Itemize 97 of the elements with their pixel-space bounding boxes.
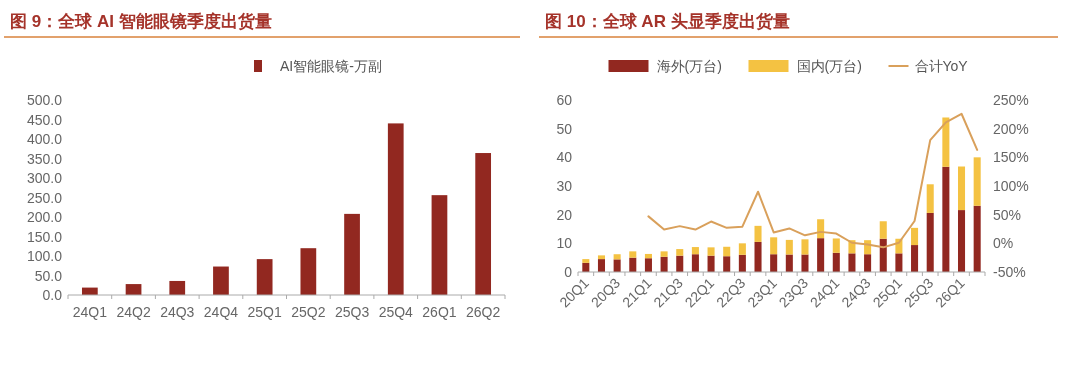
bar	[431, 195, 448, 295]
y-tick-label: 30	[556, 178, 573, 194]
x-tick-label: 25Q3	[334, 304, 370, 320]
chart-title: 图 10：全球 AR 头显季度出货量	[545, 12, 790, 31]
bar	[770, 237, 778, 255]
legend-label: 海外(万台)	[656, 58, 722, 74]
x-tick-label: 26Q2	[466, 304, 501, 320]
bar	[973, 157, 981, 206]
bar	[169, 280, 186, 295]
bar	[387, 123, 404, 295]
y2-tick-label: 150%	[993, 149, 1029, 166]
y-tick-label: 60	[556, 92, 573, 108]
bar	[707, 255, 715, 272]
bar	[213, 266, 229, 295]
y-tick-label: 400.0	[26, 131, 63, 147]
bar	[644, 253, 652, 259]
y-tick-label: 0	[564, 264, 573, 280]
bar	[691, 247, 699, 255]
bar	[879, 221, 887, 239]
x-tick-label: 25Q4	[378, 304, 414, 320]
bar	[754, 241, 762, 272]
y-tick-label: 250.0	[26, 189, 63, 206]
y-tick-label: 200.0	[26, 209, 63, 225]
bar	[660, 256, 668, 272]
bar	[613, 259, 621, 272]
bar	[738, 243, 746, 255]
legend-label: 国内(万台)	[796, 58, 862, 74]
bar	[973, 205, 981, 272]
y2-tick-label: 200%	[993, 120, 1029, 137]
bar	[644, 258, 652, 272]
y2-tick-label: 100%	[993, 178, 1029, 194]
legend-label: 合计YoY	[914, 58, 969, 74]
bar	[785, 239, 793, 255]
y-tick-label: 100.0	[26, 248, 63, 264]
bar	[597, 255, 605, 260]
line-series	[647, 112, 979, 249]
y2-tick-label: 250%	[993, 92, 1029, 108]
bar	[848, 253, 856, 272]
bar	[723, 246, 731, 257]
y-tick-label: 350.0	[26, 150, 63, 167]
bar	[801, 254, 809, 272]
bar	[629, 257, 637, 272]
y2-tick-label: -50%	[993, 264, 1026, 280]
bar	[676, 249, 684, 256]
legend-label: AI智能眼镜-万副	[280, 58, 382, 74]
bar	[832, 238, 840, 253]
bar	[879, 238, 887, 272]
y2-tick-label: 0%	[993, 235, 1014, 252]
bar	[613, 254, 621, 260]
bar	[660, 251, 668, 257]
bar	[770, 254, 778, 272]
bar	[895, 253, 903, 272]
bar	[256, 259, 273, 295]
bar	[738, 254, 746, 272]
bar	[344, 213, 360, 295]
x-tick-label: 24Q3	[160, 304, 195, 320]
x-tick-label: 25Q1	[247, 304, 282, 320]
bar	[707, 247, 715, 256]
x-tick-label: 26Q1	[422, 304, 457, 320]
bar	[958, 166, 966, 211]
x-tick-label: 24Q4	[203, 304, 239, 320]
y-tick-label: 20	[556, 206, 573, 223]
bar	[300, 248, 317, 295]
bar	[629, 251, 637, 258]
y-tick-label: 40	[556, 149, 573, 166]
bar	[801, 239, 809, 255]
y-tick-label: 500.0	[26, 92, 63, 108]
x-tick-label: 24Q2	[116, 304, 151, 320]
bar	[958, 210, 966, 272]
chart-title: 图 9：全球 AI 智能眼镜季度出货量	[10, 12, 272, 31]
bar	[926, 212, 934, 272]
bar	[864, 254, 872, 272]
bar	[817, 238, 825, 272]
y-tick-label: 50	[556, 120, 573, 137]
bar	[691, 254, 699, 272]
y2-tick-label: 50%	[993, 206, 1022, 223]
bar	[676, 255, 684, 272]
bar	[942, 166, 950, 272]
y-tick-label: 300.0	[26, 170, 63, 186]
x-tick-label: 24Q1	[72, 304, 108, 320]
y-tick-label: 450.0	[26, 111, 63, 128]
x-tick-label: 25Q2	[291, 304, 326, 320]
y-tick-label: 150.0	[26, 228, 63, 245]
bar	[911, 227, 919, 246]
bar	[723, 256, 731, 272]
y-tick-label: 0.0	[42, 287, 63, 303]
bar	[475, 153, 492, 295]
bar	[832, 252, 840, 272]
bar	[911, 245, 919, 272]
bar	[597, 259, 605, 272]
bar	[942, 117, 950, 167]
y-tick-label: 10	[556, 235, 573, 252]
bar	[754, 225, 762, 242]
bar	[785, 254, 793, 272]
y-tick-label: 50.0	[34, 267, 63, 284]
bar	[926, 184, 934, 213]
bar	[582, 259, 590, 263]
